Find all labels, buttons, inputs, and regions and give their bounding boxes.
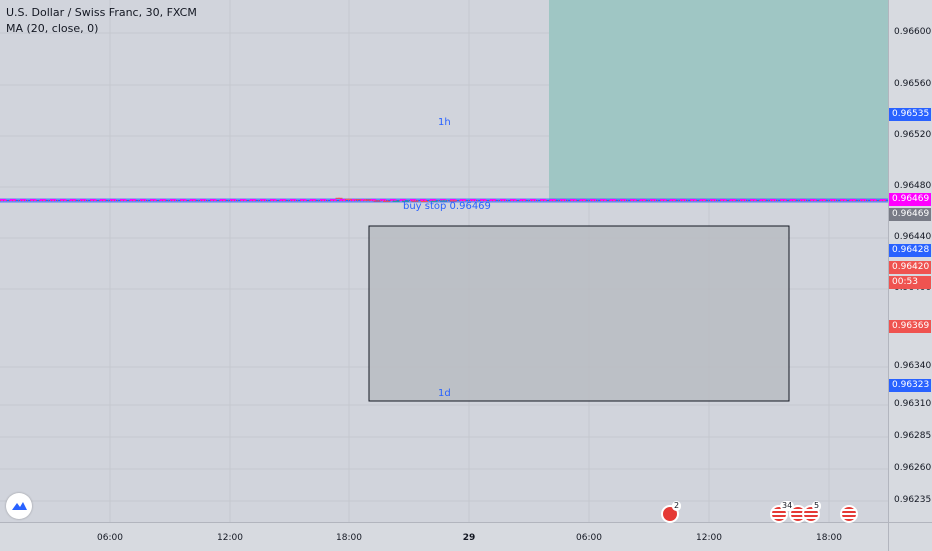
price-tag-level: 0.96428 [889, 244, 931, 257]
candle-body [373, 200, 381, 202]
indicator-legend[interactable]: MA (20, close, 0) [6, 22, 99, 35]
price-tag-last: 0.96420 [889, 261, 931, 274]
price-tick: 0.96260 [894, 463, 932, 473]
target-zone [549, 0, 888, 200]
time-tick: 18:00 [336, 533, 362, 543]
level-1h-label: 1h [438, 117, 451, 128]
axis-corner [888, 522, 932, 551]
candle-body [354, 199, 362, 201]
countdown-tag: 00:53 [889, 276, 931, 289]
price-tick: 0.96560 [894, 79, 932, 89]
price-tick: 0.96285 [894, 431, 932, 441]
candle-body [440, 200, 447, 202]
price-tick: 0.96235 [894, 495, 932, 505]
time-tick-date: 29 [462, 533, 476, 543]
time-tick: 12:00 [217, 533, 243, 543]
level-1d-label: 1d [438, 388, 451, 399]
candle-body [345, 198, 352, 200]
price-tag-stop-loss: 0.96369 [889, 320, 931, 333]
candle-body [392, 200, 400, 202]
price-tag-buy-stop: 0.96469 [889, 193, 931, 206]
time-tick: 06:00 [97, 533, 123, 543]
candle-body [430, 200, 438, 202]
price-tag-order: 0.96469 [889, 208, 931, 221]
buy-stop-label[interactable]: buy stop 0.96469 [403, 201, 491, 212]
time-tick: 06:00 [576, 533, 602, 543]
event-count: 2 [672, 501, 682, 511]
us-flag-icon[interactable] [840, 505, 858, 523]
event-count: 34 [780, 501, 795, 511]
candle-body [364, 199, 371, 201]
price-tick: 0.96440 [894, 232, 932, 242]
symbol-title[interactable]: U.S. Dollar / Swiss Franc, 30, FXCM [6, 6, 197, 19]
time-tick: 18:00 [816, 533, 842, 543]
tradingview-logo[interactable] [6, 493, 32, 519]
price-tick: 0.96310 [894, 399, 932, 409]
mountain-icon [12, 502, 27, 510]
candle-body [383, 200, 390, 202]
candle-body [402, 200, 409, 202]
chart-canvas[interactable] [0, 0, 888, 522]
price-tick: 0.96340 [894, 361, 932, 371]
candle-body [335, 197, 343, 199]
candle-body [421, 201, 428, 203]
price-tick: 0.96600 [894, 27, 932, 37]
time-tick: 12:00 [696, 533, 722, 543]
candlestick-chart[interactable] [0, 0, 888, 522]
price-tag-1d-level: 0.96323 [889, 379, 931, 392]
range-box [368, 225, 790, 402]
time-axis[interactable] [0, 522, 888, 551]
event-count: 5 [812, 501, 822, 511]
price-tag-1h-level: 0.96535 [889, 108, 931, 121]
price-tick: 0.96480 [894, 181, 932, 191]
candle-body [411, 200, 419, 202]
candle-body [449, 200, 457, 202]
price-tick: 0.96520 [894, 130, 932, 140]
